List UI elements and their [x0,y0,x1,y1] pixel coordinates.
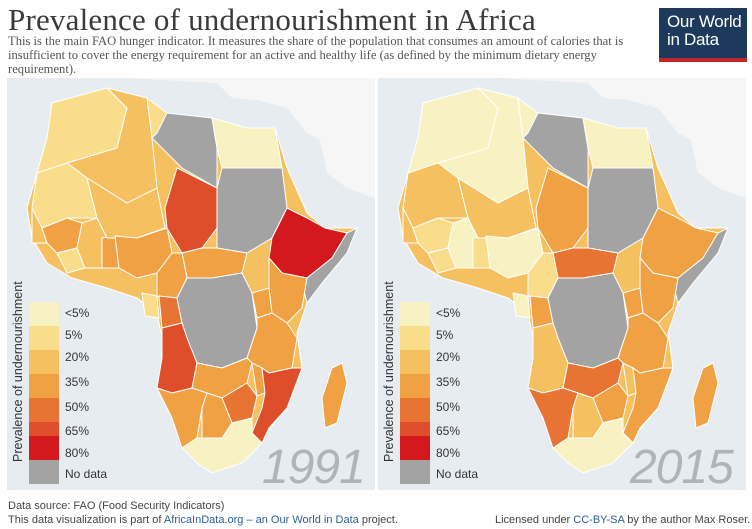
map-panel-1991: Prevalence of undernourishment <5% 5% 20… [7,78,375,490]
legend-swatch [400,460,430,484]
africa-map-2015 [397,78,746,474]
legend-swatch [29,302,59,326]
legend-label: 80% [65,446,90,460]
legend-label: 5% [436,328,454,342]
legend-label: 35% [65,375,90,389]
legend-title: Prevalence of undernourishment [11,281,25,462]
region [211,117,283,169]
license-link[interactable]: CC-BY-SA [573,514,625,526]
license-prefix: Licensed under [495,514,574,526]
logo-line-2: in Data [667,30,719,49]
region [552,417,634,474]
background-land [307,78,375,198]
legend-label: 5% [65,328,83,342]
legend-swatch [400,436,430,460]
legend-swatch [29,460,59,484]
legend-swatch [400,350,430,374]
region [141,292,160,319]
madagascar [321,362,348,429]
region [639,256,679,324]
map-panel-2015: Prevalence of undernourishment <5% 5% 20… [378,78,746,490]
footer-project: This data visualization is part of Afric… [8,514,398,526]
madagascar [692,362,719,429]
legend-label: <5% [65,306,90,320]
legend-swatch [400,398,430,422]
legend-label: 65% [436,424,461,438]
region [181,417,263,474]
legend-label: 35% [436,375,461,389]
footer-source: Data source: FAO (Food Security Indicato… [8,500,225,512]
legend-label: 20% [65,350,90,364]
map-year-label: 2015 [630,441,734,490]
legend-swatch [400,326,430,350]
legend-title: Prevalence of undernourishment [382,281,396,462]
legend-label: 65% [65,424,90,438]
legend-label: 50% [436,400,461,414]
legend-swatch [29,326,59,350]
legend-swatch [400,302,430,326]
legend-label: 80% [436,446,461,460]
region [582,117,654,169]
region [268,256,308,324]
legend-swatch [29,436,59,460]
map-year-label: 1991 [262,441,366,490]
owid-logo[interactable]: Our World in Data [659,8,747,62]
legend-label: 50% [65,400,90,414]
legend-swatch [400,374,430,398]
footer-project-prefix: This data visualization is part of [8,514,164,526]
footer-license: Licensed under CC-BY-SA by the author Ma… [495,514,750,526]
chart-title: Prevalence of undernourishment in Africa [8,2,536,37]
background-land [678,78,746,198]
license-suffix: by the author Max Roser. [624,514,751,526]
legend-swatch [29,374,59,398]
logo-line-1: Our World [667,12,742,31]
legend-label: 20% [436,350,461,364]
region [512,292,531,319]
legend-label: No data [65,467,108,481]
chart-subtitle: This is the main FAO hunger indicator. I… [8,34,624,76]
africaindata-link[interactable]: AfricaInData.org – an Our World in Data [163,514,359,526]
legend-label: <5% [436,306,461,320]
legend-swatch [29,398,59,422]
legend-label: No data [436,467,479,481]
legend-swatch [29,350,59,374]
africa-map-1991 [26,78,375,474]
footer-project-suffix: project. [358,514,398,526]
